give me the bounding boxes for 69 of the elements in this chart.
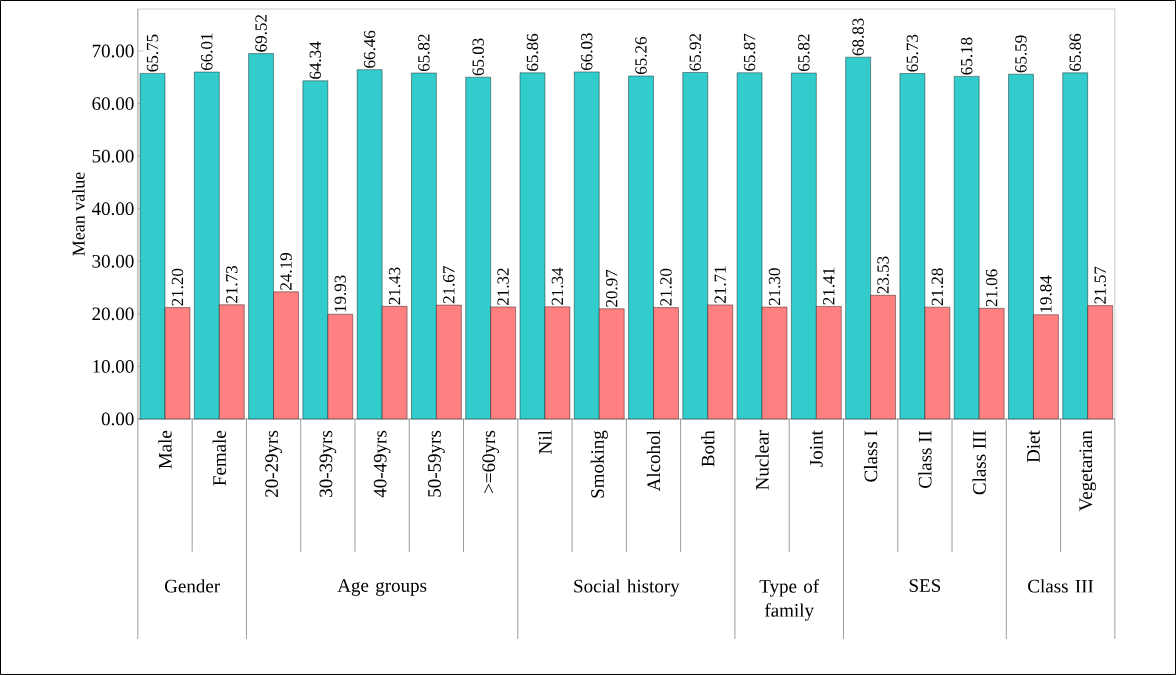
data-label: 21.43 [388,267,401,305]
y-tick-label: 20.00 [92,307,134,321]
x-tick-label: Nil [538,430,552,454]
x-tick-label: 40-49yrs [373,430,391,498]
data-label: 21.41 [823,268,835,305]
data-label: 21.32 [497,268,509,305]
data-label: 21.20 [171,268,184,306]
data-label: 21.73 [226,265,238,303]
text: Gender [164,579,220,593]
y-tick-label: 40.00 [91,202,134,216]
data-label: 19.84 [1040,275,1052,313]
data-label: 68.83 [852,18,864,56]
data-label: 21.20 [660,268,672,306]
y-tick-label: 60.00 [92,97,134,111]
y-tick-label: 10.00 [93,359,134,373]
data-label: 23.53 [877,256,889,294]
data-label: 64.34 [309,41,322,79]
x-tick-label: Vegetarian [1079,430,1097,512]
text: SES [909,579,941,592]
x-tick-label: Nuclear [755,430,769,490]
y-tick-label: 50.00 [92,149,134,163]
data-label: 65.82 [418,34,430,72]
data-label: 65.86 [526,33,539,71]
data-label: 65.59 [1015,35,1027,73]
text: Type of family [759,579,820,621]
data-label: 65.86 [1069,33,1081,71]
data-label: 21.28 [931,268,944,306]
data-label: 65.18 [960,37,973,75]
data-label: 21.67 [443,266,455,304]
y-tick-label: 70.00 [92,44,134,58]
x-tick-label: >=60yrs [482,430,500,493]
x-tick-label: Smoking [590,430,608,498]
data-label: 65.73 [906,34,919,72]
x-tick-label: Joint [809,430,823,467]
data-label: 66.01 [201,33,213,71]
data-label: 21.57 [1094,266,1106,304]
data-label: 65.26 [635,37,647,75]
x-tick-label: Female [212,430,226,486]
x-tick-label: Class II [918,430,932,488]
x-tick-label: Class I [863,430,878,482]
text: Social history [574,579,680,597]
x-tick-label: 30-39yrs [319,430,337,497]
data-label: 21.06 [985,269,998,307]
data-label: 21.71 [714,266,727,303]
x-tick-label: Class III [972,430,986,495]
data-label: 65.87 [743,33,756,71]
y-tick-label: 0.00 [101,412,134,426]
x-tick-label: 50-59yrs [428,430,445,497]
text: Age groups [337,579,427,596]
x-tick-label: Male [158,430,172,469]
x-tick-label: Alcohol [646,430,661,492]
data-label: 65.82 [798,34,810,72]
x-tick-label: 20-29yrs [265,430,282,497]
data-label: 24.19 [280,253,292,290]
x-tick-label: Diet [1027,430,1040,463]
y-tick-label: 30.00 [92,254,134,268]
data-label: 21.30 [768,268,781,306]
text: Class III [1028,579,1094,593]
data-label: 20.97 [605,269,618,307]
data-label: 65.03 [472,38,484,76]
x-tick-label: Both [701,430,715,467]
data-label: 65.92 [689,33,702,71]
data-label: 19.93 [334,275,347,312]
data-label: 66.03 [580,33,593,70]
data-label: 21.34 [551,267,564,305]
data-label: 69.52 [255,15,267,52]
data-label: 66.46 [363,30,376,68]
y-axis-title: Mean value [72,172,85,256]
data-label: 65.75 [146,34,159,72]
